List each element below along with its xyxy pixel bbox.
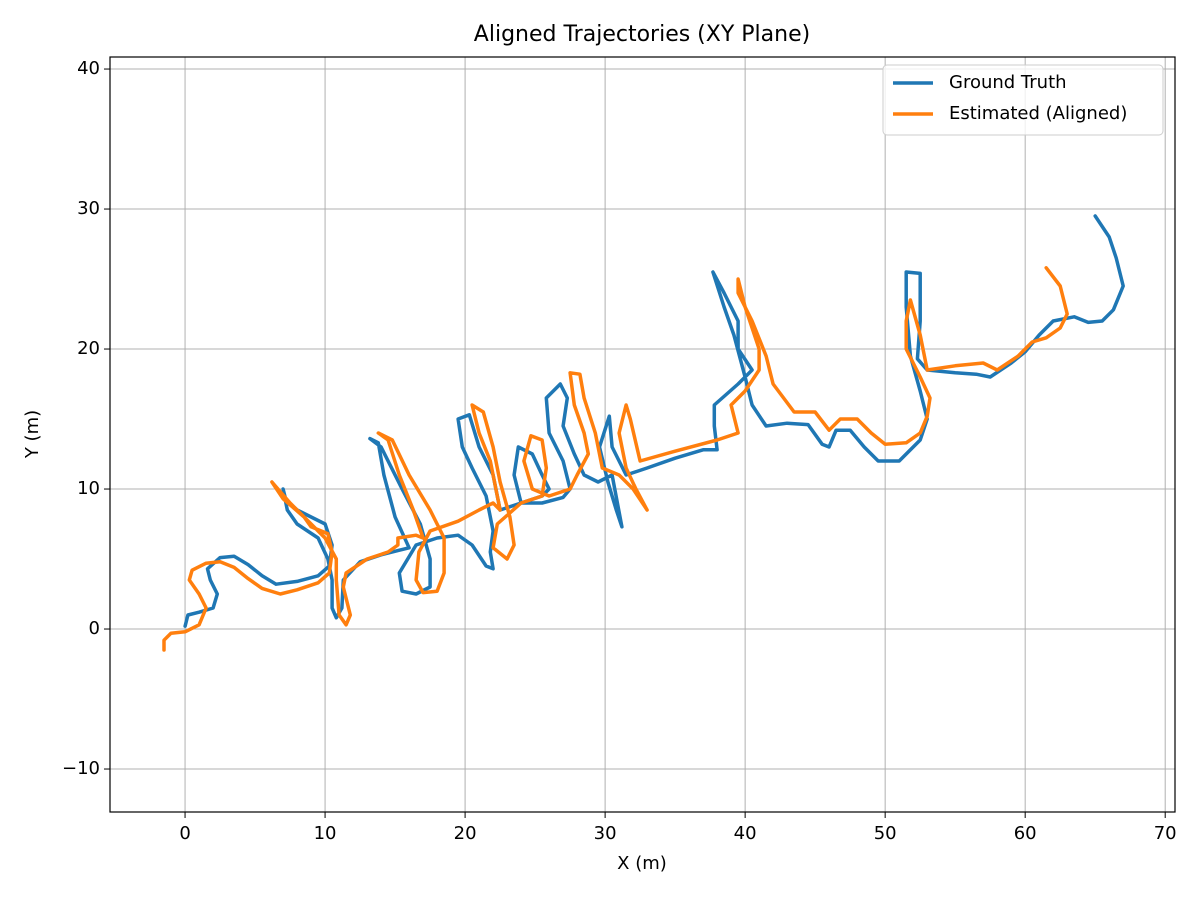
legend-box — [882, 64, 1164, 136]
y-tick-label: 30 — [77, 198, 100, 219]
legend-label: Estimated (Aligned) — [949, 103, 1127, 124]
y-tick-label: 20 — [77, 338, 100, 359]
y-tick-label: 0 — [89, 618, 100, 639]
x-tick-label: 10 — [314, 823, 337, 844]
x-tick-label: 50 — [874, 823, 897, 844]
series-line — [162, 266, 1069, 652]
x-tick-label: 20 — [454, 823, 477, 844]
y-tick-label: −10 — [62, 758, 100, 779]
x-tick-label: 0 — [179, 823, 190, 844]
x-tick-label: 40 — [734, 823, 757, 844]
chart-title: Aligned Trajectories (XY Plane) — [474, 22, 810, 47]
x-tick-label: 60 — [1014, 823, 1037, 844]
x-tick-label: 70 — [1154, 823, 1177, 844]
y-tick-label: 40 — [77, 58, 100, 79]
y-axis-label: Y (m) — [22, 410, 43, 459]
x-tick-label: 30 — [594, 823, 617, 844]
y-tick-label: 10 — [77, 478, 100, 499]
plot-frame — [109, 56, 1176, 813]
legend-label: Ground Truth — [949, 72, 1067, 93]
legend: Ground Truth Estimated (Aligned) — [882, 64, 1164, 136]
x-axis-label: X (m) — [617, 853, 667, 874]
